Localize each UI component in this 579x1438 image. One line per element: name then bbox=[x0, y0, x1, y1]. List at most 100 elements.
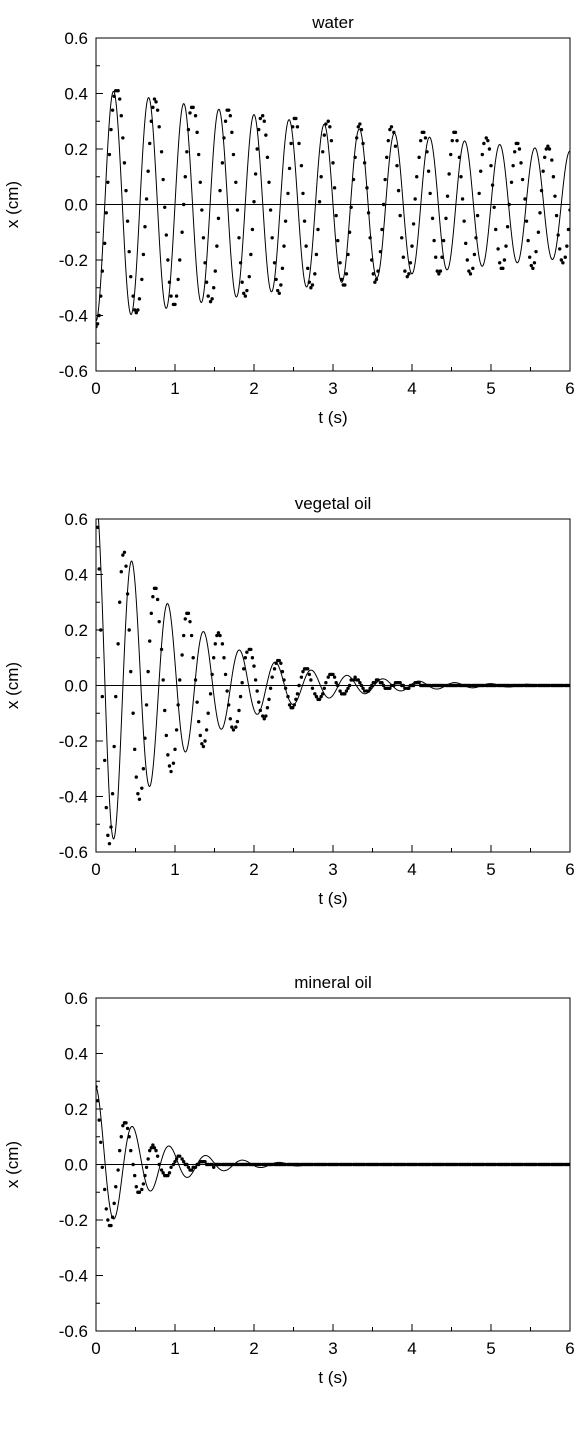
data-point bbox=[109, 127, 113, 132]
data-point bbox=[392, 130, 396, 135]
fit-curve bbox=[96, 1086, 570, 1220]
data-point bbox=[517, 147, 522, 151]
data-point bbox=[351, 177, 356, 182]
data-point bbox=[334, 213, 338, 218]
data-point bbox=[112, 744, 116, 749]
data-point bbox=[460, 197, 465, 201]
y-tick-label: 0.4 bbox=[64, 1045, 88, 1064]
data-point bbox=[264, 714, 268, 718]
data-point bbox=[291, 125, 295, 129]
data-point bbox=[169, 1165, 173, 1169]
data-point bbox=[321, 150, 325, 154]
data-point bbox=[302, 219, 307, 223]
data-point bbox=[417, 681, 421, 685]
data-point bbox=[133, 1173, 137, 1178]
data-point bbox=[309, 678, 313, 682]
data-point bbox=[141, 1182, 146, 1186]
y-tick-label: -0.2 bbox=[59, 732, 88, 751]
data-point bbox=[544, 147, 548, 151]
data-point bbox=[547, 1162, 552, 1167]
data-point bbox=[141, 252, 146, 257]
data-point bbox=[331, 161, 335, 165]
data-point bbox=[347, 230, 352, 234]
data-point bbox=[180, 653, 184, 657]
data-point bbox=[395, 163, 399, 168]
data-point bbox=[306, 667, 310, 671]
data-point bbox=[230, 725, 234, 729]
chart-title: vegetal oil bbox=[295, 494, 372, 513]
data-point bbox=[479, 169, 483, 173]
data-point bbox=[415, 1162, 419, 1167]
data-point bbox=[291, 706, 295, 710]
data-point bbox=[324, 122, 328, 126]
data-point bbox=[434, 255, 438, 259]
data-point bbox=[297, 141, 301, 146]
data-point bbox=[388, 127, 392, 132]
data-point bbox=[274, 277, 278, 282]
data-point bbox=[507, 683, 511, 688]
data-point bbox=[547, 683, 552, 688]
data-point bbox=[212, 286, 216, 290]
data-point bbox=[178, 678, 182, 682]
y-tick-label: 0.0 bbox=[64, 677, 88, 696]
data-point bbox=[547, 147, 552, 151]
data-point bbox=[322, 133, 327, 137]
data-point bbox=[277, 291, 281, 295]
data-point bbox=[428, 1162, 432, 1167]
data-point bbox=[265, 155, 270, 160]
data-point bbox=[307, 280, 311, 284]
data-point bbox=[428, 191, 432, 196]
data-point bbox=[109, 825, 113, 829]
data-point bbox=[110, 792, 115, 796]
data-point bbox=[356, 125, 360, 129]
data-point bbox=[119, 570, 123, 574]
data-point bbox=[482, 1162, 486, 1167]
data-point bbox=[502, 258, 507, 262]
data-point bbox=[477, 191, 481, 196]
data-point bbox=[310, 686, 315, 690]
data-point bbox=[283, 686, 288, 690]
data-point bbox=[319, 694, 323, 699]
data-point bbox=[381, 683, 386, 688]
data-point bbox=[351, 678, 356, 682]
data-point bbox=[180, 1157, 184, 1161]
data-point bbox=[144, 197, 149, 201]
data-point bbox=[418, 138, 423, 143]
data-point bbox=[191, 105, 195, 110]
data-point bbox=[122, 550, 127, 554]
data-point bbox=[173, 302, 177, 307]
data-point bbox=[373, 280, 377, 284]
y-tick-label: 0.4 bbox=[64, 85, 88, 104]
data-point bbox=[426, 169, 431, 173]
data-point bbox=[368, 236, 372, 240]
data-point bbox=[104, 805, 108, 810]
data-point bbox=[193, 114, 198, 118]
data-point bbox=[107, 152, 112, 157]
data-point bbox=[161, 678, 165, 682]
chart-title: water bbox=[311, 13, 354, 32]
data-point bbox=[250, 656, 255, 660]
data-point bbox=[191, 1165, 195, 1169]
data-point bbox=[257, 700, 261, 704]
data-point bbox=[324, 681, 328, 685]
data-point bbox=[143, 225, 147, 229]
data-point bbox=[441, 238, 446, 243]
data-point bbox=[159, 1168, 164, 1172]
data-point bbox=[125, 1126, 130, 1131]
data-point bbox=[255, 147, 259, 151]
data-point bbox=[242, 291, 246, 295]
data-point bbox=[457, 155, 462, 160]
data-point bbox=[245, 288, 249, 293]
data-point bbox=[258, 708, 263, 713]
data-point bbox=[310, 1162, 315, 1167]
data-point bbox=[474, 236, 478, 240]
x-tick-label: 1 bbox=[170, 1339, 179, 1358]
data-point bbox=[178, 258, 182, 262]
data-point bbox=[231, 728, 236, 732]
data-point bbox=[332, 675, 337, 679]
data-point bbox=[353, 155, 357, 160]
data-point bbox=[274, 661, 278, 665]
data-point bbox=[444, 216, 448, 221]
data-point bbox=[163, 205, 167, 209]
